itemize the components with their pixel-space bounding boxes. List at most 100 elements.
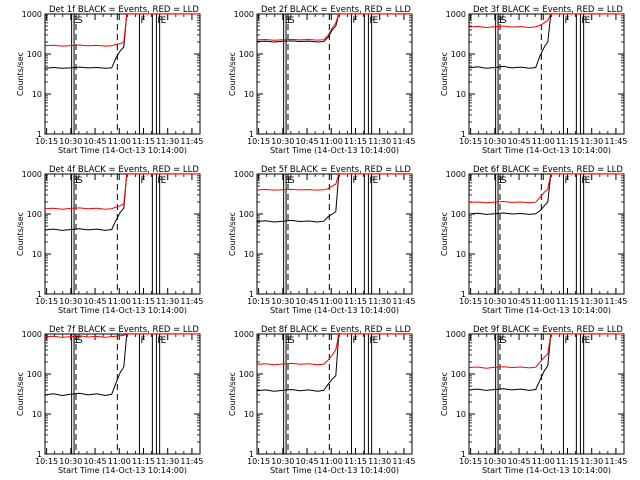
event-marker-label: F [140,16,145,26]
series-group [45,14,200,69]
x-tick-label: 11:45 [392,297,415,306]
y-tick-label: 1 [37,450,42,459]
event-marker-label: F [564,336,569,346]
event-marker-label: S [501,176,507,186]
x-tick-label: 11:00 [320,137,343,146]
y-tick-label: 100 [239,50,254,59]
series-group [469,334,624,391]
x-tick-label: 11:45 [604,297,627,306]
x-tick-label: 11:45 [604,457,627,466]
series-line-events [45,334,200,397]
y-axis-label: Counts/sec [440,212,449,256]
y-axis-label: Counts/sec [228,372,237,416]
series-line-lld [469,334,624,369]
event-marker-label: F [287,336,292,346]
x-axis-label: Start Time (14-Oct-13 10:14:00) [58,306,187,315]
x-tick-label: 10:45 [508,137,531,146]
y-axis-label: Counts/sec [228,212,237,256]
y-tick-label: 1 [461,130,466,139]
event-marker-label: E [73,176,79,186]
plot-frame [44,13,201,135]
event-marker-label: F [499,176,504,186]
x-tick-label: 10:15 [35,137,58,146]
y-tick-label: 100 [239,210,254,219]
y-tick-label: 10 [32,90,42,99]
x-axis-label: Start Time (14-Oct-13 10:14:00) [270,146,399,155]
event-marker-label: F [75,176,80,186]
event-marker-label: E [497,16,503,26]
y-tick-label: 100 [451,50,466,59]
event-marker-label: E [161,16,167,26]
x-tick-label: 11:30 [368,457,391,466]
y-tick-label: 1000 [446,10,466,19]
y-tick-label: 1000 [234,170,254,179]
y-tick-label: 10 [244,250,254,259]
panel-det-1: Det 1f BLACK = Events, RED = LLD 1 10 100 10… [16,5,203,155]
x-tick-label: 10:15 [247,457,270,466]
panel-title: Det 1f BLACK = Events, RED = LLD [49,5,199,15]
x-tick-label: 11:00 [108,137,131,146]
panel-det-6: Det 6f BLACK = Events, RED = LLD 1 10 100 10… [440,165,627,315]
y-tick-label: 1 [249,130,254,139]
x-tick-label: 10:30 [59,297,82,306]
x-tick-label: 10:45 [84,137,107,146]
x-tick-label: 11:15 [132,137,155,146]
x-tick-label: 11:30 [156,137,179,146]
x-tick-label: 11:30 [368,137,391,146]
event-marker-label: F [140,176,145,186]
y-tick-label: 1000 [22,170,42,179]
y-tick-label: 1000 [22,330,42,339]
y-tick-label: 1000 [22,10,42,19]
y-tick-label: 1 [461,290,466,299]
x-tick-label: 10:15 [35,457,58,466]
panel-det-7: Det 7f BLACK = Events, RED = LLD 1 10 100 10… [16,325,203,475]
x-axis-label: Start Time (14-Oct-13 10:14:00) [482,146,611,155]
series-line-lld [469,174,624,204]
series-group [257,14,412,43]
x-tick-label: 10:45 [84,457,107,466]
x-axis-label: Start Time (14-Oct-13 10:14:00) [270,466,399,475]
x-tick-label: 10:30 [59,457,82,466]
panel-title: Det 3f BLACK = Events, RED = LLD [473,5,623,15]
series-line-lld [257,14,412,41]
x-tick-label: 10:30 [271,297,294,306]
event-marker-label: E [373,176,379,186]
y-tick-label: 1000 [234,10,254,19]
x-tick-label: 10:30 [483,137,506,146]
y-tick-label: 100 [239,370,254,379]
event-marker-label: E [73,336,79,346]
series-line-lld [257,174,412,191]
x-axis-label: Start Time (14-Oct-13 10:14:00) [270,306,399,315]
series-line-lld [45,14,200,47]
x-axis-label: Start Time (14-Oct-13 10:14:00) [482,466,611,475]
x-tick-label: 10:30 [483,457,506,466]
x-tick-label: 11:15 [132,457,155,466]
y-tick-label: 1 [461,450,466,459]
x-tick-label: 10:45 [296,297,319,306]
y-tick-label: 100 [451,210,466,219]
panel-title: Det 4f BLACK = Events, RED = LLD [49,165,199,175]
event-marker-label: F [564,16,569,26]
x-tick-label: 10:30 [483,297,506,306]
x-tick-label: 10:15 [459,137,482,146]
plot-frame [468,333,625,455]
event-marker-label: F [564,176,569,186]
event-marker-label: F [499,336,504,346]
plot-frame [256,333,413,455]
series-line-events [45,14,200,69]
y-tick-label: 10 [244,90,254,99]
event-marker-label: S [289,176,295,186]
event-marker-label: E [585,176,591,186]
x-axis-label: Start Time (14-Oct-13 10:14:00) [58,466,187,475]
y-tick-label: 1 [249,290,254,299]
x-tick-label: 10:30 [271,137,294,146]
y-axis-label: Counts/sec [16,212,25,256]
series-line-events [469,14,624,69]
x-tick-label: 11:15 [556,137,579,146]
event-marker-label: E [285,336,291,346]
x-tick-label: 11:45 [180,137,203,146]
series-line-lld [257,334,412,366]
panel-det-5: Det 5f BLACK = Events, RED = LLD 1 10 100 10… [228,165,415,315]
plot-frame [44,333,201,455]
